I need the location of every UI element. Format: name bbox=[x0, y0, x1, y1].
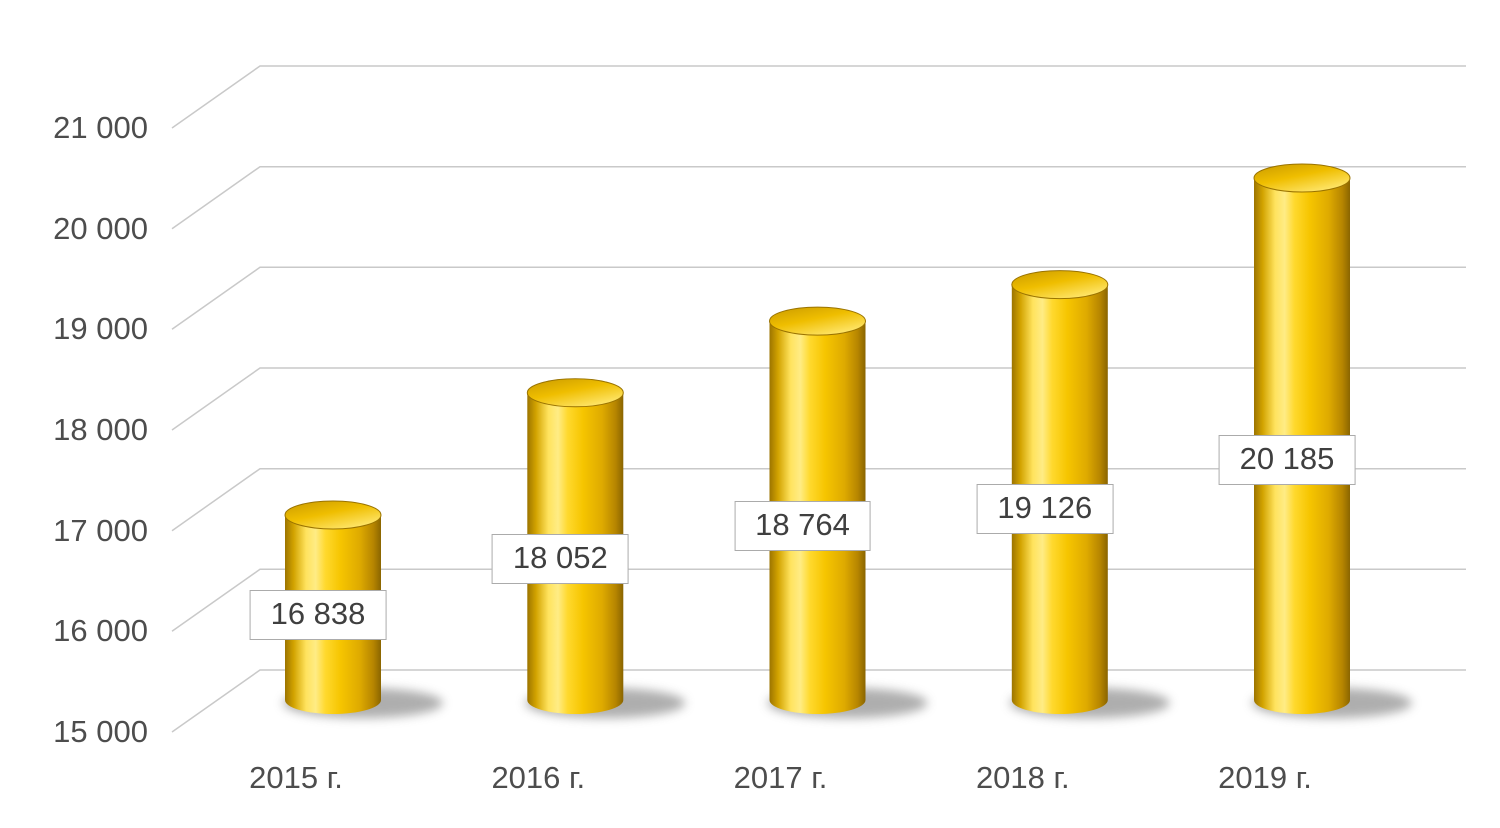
cylinder-top-1 bbox=[526, 378, 624, 408]
gridlines bbox=[171, 65, 1466, 733]
y-axis-tick-label: 17 000 bbox=[53, 512, 148, 548]
x-axis-category-label: 2017 г. bbox=[733, 760, 828, 795]
x-axis-category-label: 2018 г. bbox=[975, 760, 1070, 795]
gridline bbox=[171, 165, 1466, 230]
x-axis-category-label: 2015 г. bbox=[249, 760, 343, 795]
data-label: 16 838 bbox=[249, 589, 387, 640]
y-axis-tick-label: 15 000 bbox=[53, 714, 148, 749]
gridline bbox=[171, 266, 1466, 330]
y-axis-tick-label: 16 000 bbox=[53, 613, 148, 649]
data-label: 20 185 bbox=[1218, 434, 1356, 485]
cylinder-top-3 bbox=[1011, 270, 1109, 300]
y-axis-tick-label: 18 000 bbox=[53, 412, 148, 447]
cylinder-top-0 bbox=[284, 500, 382, 530]
x-axis-category-label: 2016 г. bbox=[491, 760, 586, 795]
cylinder-top-4 bbox=[1253, 163, 1351, 193]
x-axis-category-label: 2019 г. bbox=[1218, 760, 1312, 795]
data-label: 18 764 bbox=[734, 500, 871, 551]
cylinder-top-2 bbox=[769, 306, 866, 336]
y-axis-tick-label: 21 000 bbox=[53, 110, 148, 145]
y-axis-tick-label: 19 000 bbox=[53, 311, 148, 347]
data-label: 19 126 bbox=[976, 483, 1114, 534]
data-label: 18 052 bbox=[491, 533, 629, 584]
y-axis-tick-label: 20 000 bbox=[53, 210, 148, 246]
gridline bbox=[171, 65, 1466, 129]
